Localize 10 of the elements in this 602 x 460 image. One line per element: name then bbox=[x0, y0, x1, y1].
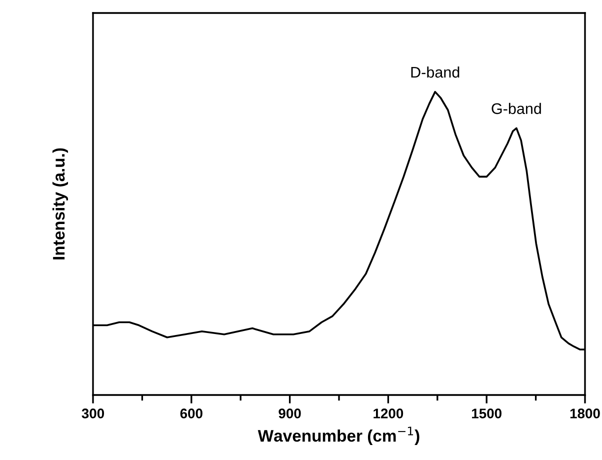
x-axis-title: Wavenumber (cm$^{−1}$) bbox=[258, 426, 420, 446]
x-tick-label: 300 bbox=[82, 408, 104, 418]
x-tick-label: 1800 bbox=[570, 408, 600, 418]
x-tick-label: 900 bbox=[278, 408, 301, 418]
y-axis-title: Intensity (a.u.) bbox=[52, 148, 68, 260]
x-tick-label: 600 bbox=[180, 408, 202, 418]
x-tick-label: 1200 bbox=[374, 408, 404, 418]
x-tick-label: 1500 bbox=[472, 408, 502, 418]
annotation: G-band bbox=[492, 102, 541, 114]
annotation: D-band bbox=[411, 66, 460, 78]
